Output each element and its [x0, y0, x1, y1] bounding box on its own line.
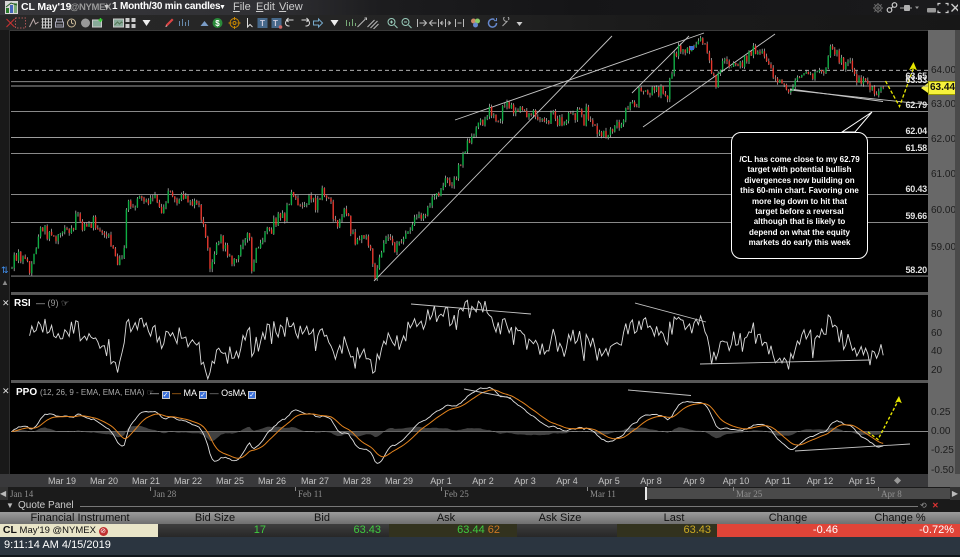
- svg-text:T: T: [273, 19, 278, 28]
- svg-text:$: $: [215, 19, 220, 28]
- svg-text:T: T: [260, 19, 265, 28]
